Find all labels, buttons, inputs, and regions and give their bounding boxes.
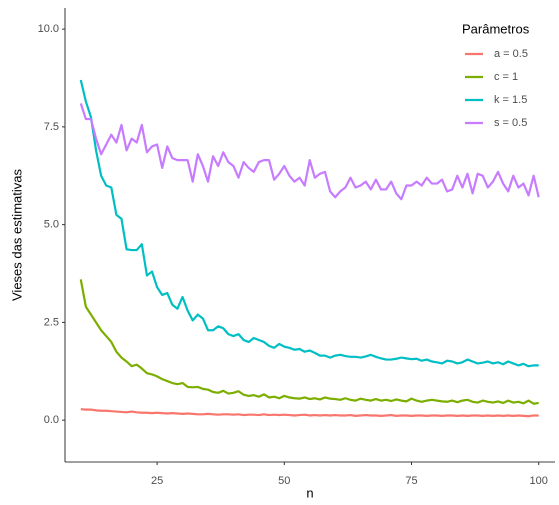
legend-label: c = 1 — [494, 71, 518, 83]
series-line — [79, 79, 539, 368]
y-tick-label: 7.5 — [44, 121, 59, 133]
x-axis-title: n — [306, 485, 313, 500]
y-axis-title: Vieses das estimativas — [9, 169, 24, 301]
series-line — [80, 408, 539, 418]
legend-label: k = 1.5 — [494, 94, 527, 106]
y-tick-label: 10.0 — [38, 23, 59, 35]
x-tick-label: 50 — [278, 475, 290, 487]
legend-title: Parâmetros — [462, 21, 530, 36]
series-line — [79, 103, 540, 201]
legend-label: a = 0.5 — [494, 48, 528, 60]
x-tick-label: 75 — [405, 475, 417, 487]
y-tick-label: 5.0 — [44, 219, 59, 231]
series-line — [79, 279, 539, 405]
y-tick-label: 0.0 — [44, 414, 59, 426]
y-tick-label: 2.5 — [44, 316, 59, 328]
x-tick-label: 100 — [530, 475, 548, 487]
x-tick-label: 25 — [151, 475, 163, 487]
legend-label: s = 0.5 — [494, 117, 527, 129]
